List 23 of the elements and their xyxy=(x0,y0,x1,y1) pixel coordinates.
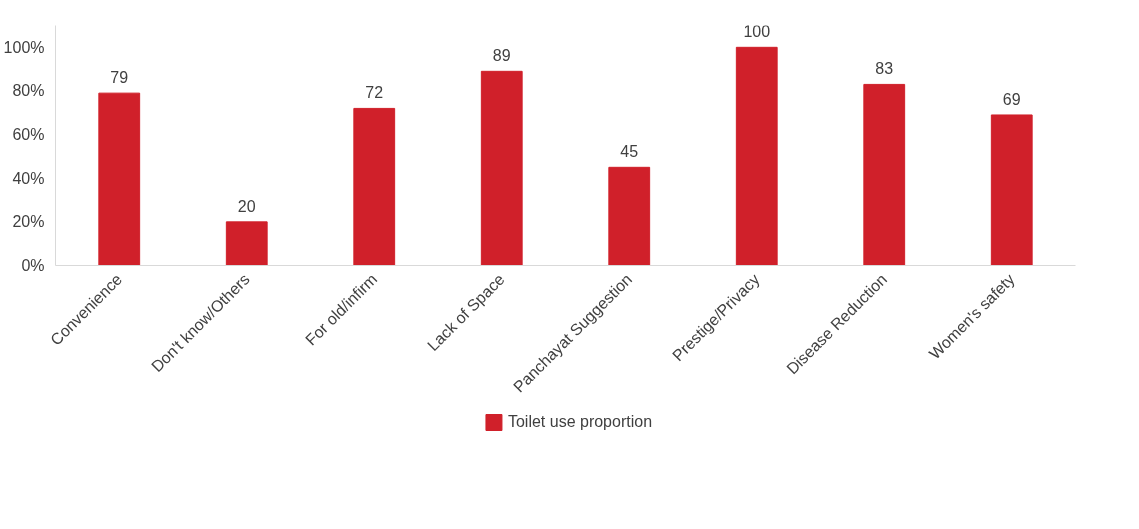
bar xyxy=(990,114,1033,266)
legend-label: Toilet use proportion xyxy=(507,413,653,431)
y-tick-label: 20% xyxy=(12,213,45,231)
data-label: 89 xyxy=(492,47,511,65)
data-label: 83 xyxy=(875,60,894,78)
bar xyxy=(225,221,268,266)
bar xyxy=(608,166,651,266)
data-label: 72 xyxy=(365,84,384,102)
bar xyxy=(353,107,396,266)
y-tick-label: 60% xyxy=(12,126,45,144)
bar xyxy=(98,92,141,266)
bar xyxy=(735,46,778,266)
bar xyxy=(863,83,906,266)
y-tick-label: 40% xyxy=(12,169,45,187)
data-label: 100 xyxy=(743,23,771,41)
bar xyxy=(480,70,523,266)
y-tick-label: 100% xyxy=(3,38,45,56)
data-label: 45 xyxy=(620,143,639,161)
data-label: 79 xyxy=(110,69,129,87)
data-label: 69 xyxy=(1002,90,1021,108)
y-tick-label: 80% xyxy=(12,82,45,100)
y-tick-label: 0% xyxy=(21,257,45,274)
data-label: 20 xyxy=(237,197,256,215)
